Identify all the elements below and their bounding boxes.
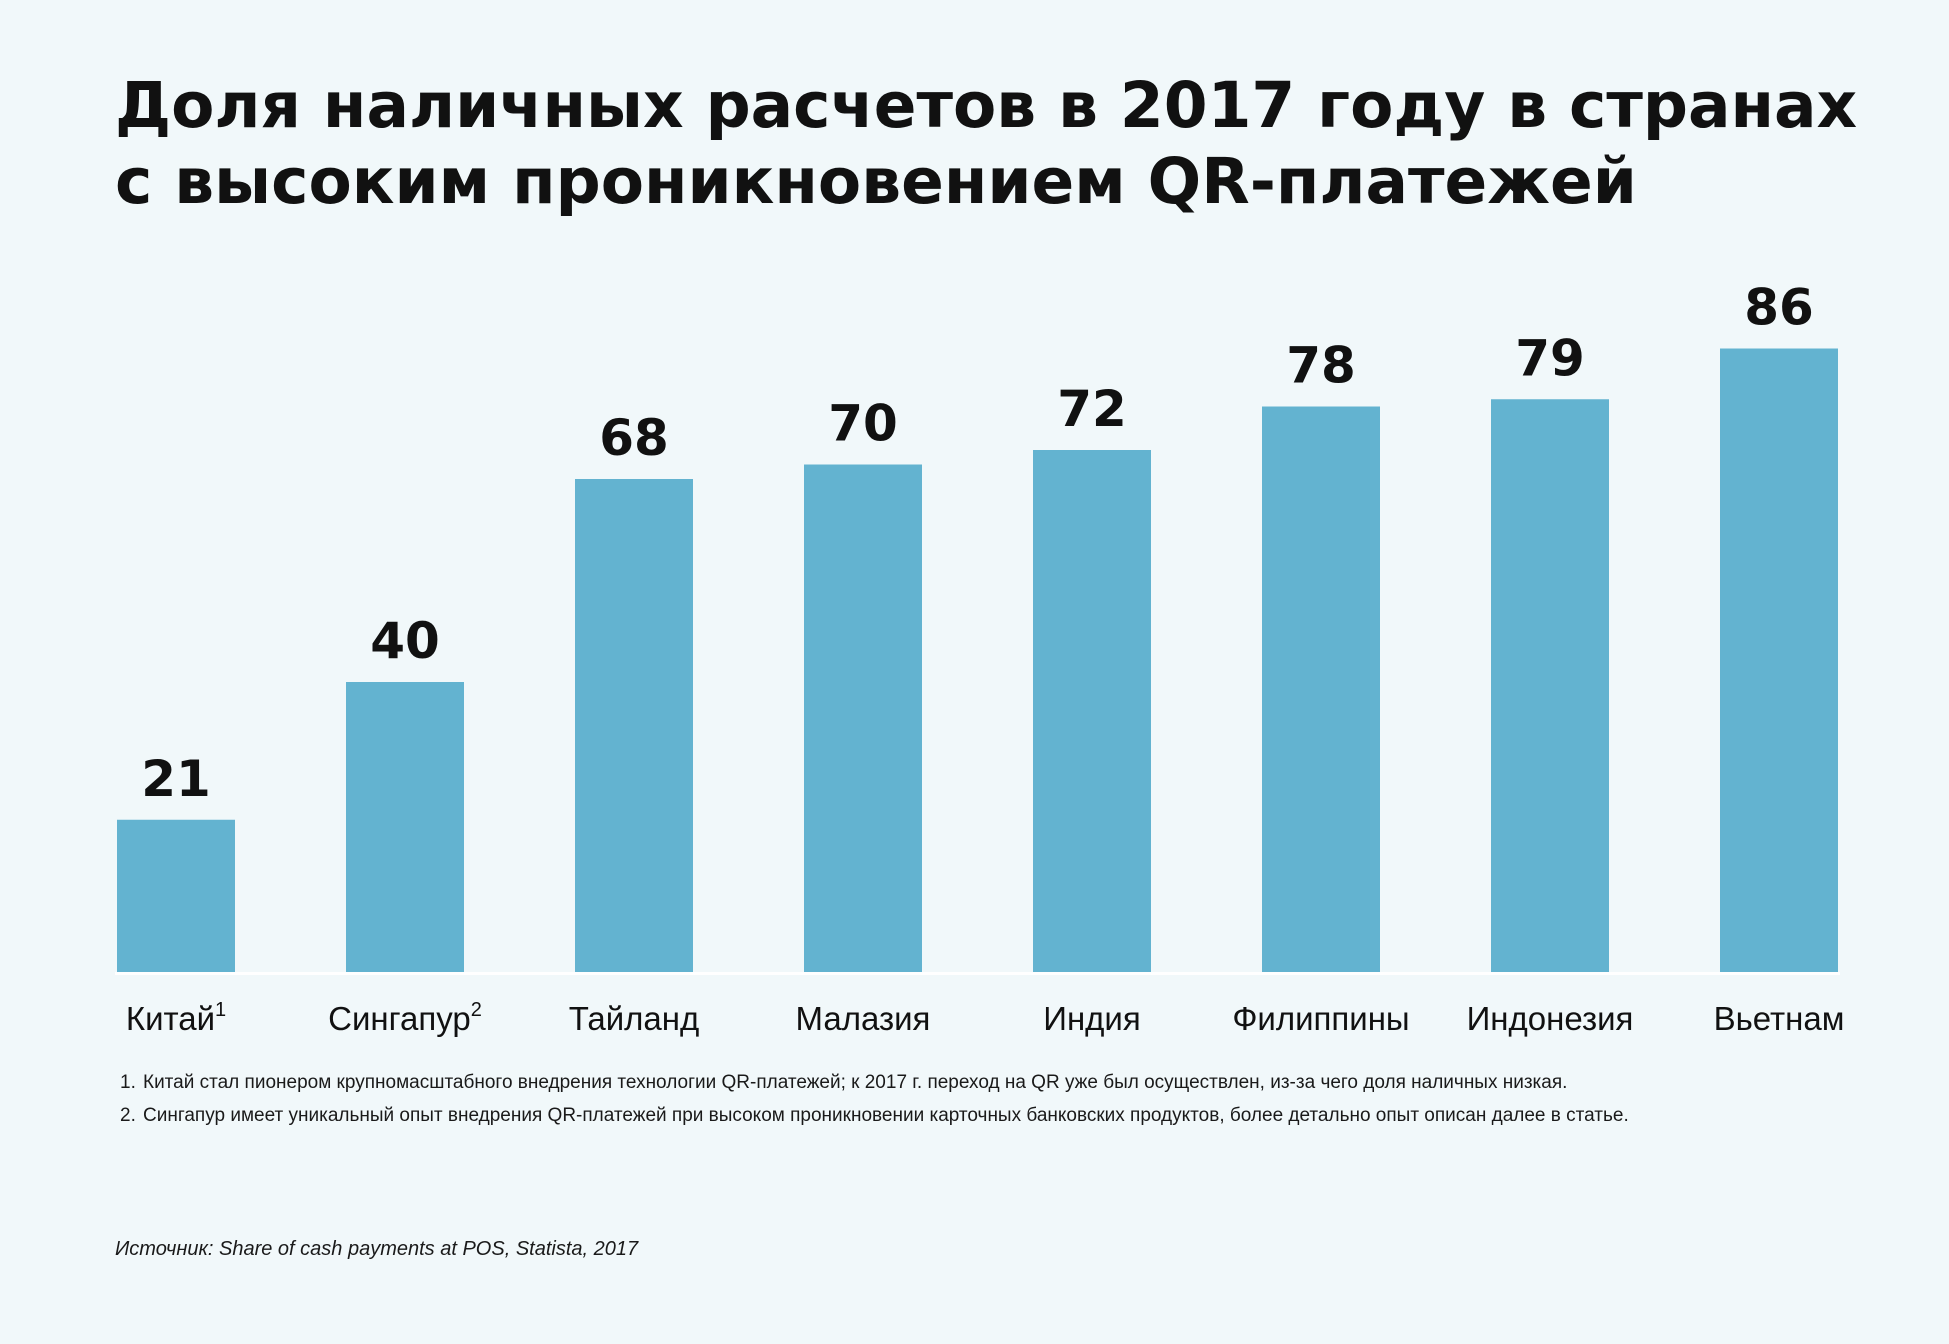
category-label-1-text: Китай — [126, 1000, 215, 1037]
data-label-6: 78 — [1286, 337, 1356, 395]
category-label-8-text: Вьетнам — [1714, 1000, 1845, 1037]
footnote-2-text: Сингапур имеет уникальный опыт внедрения… — [143, 1105, 1629, 1126]
category-label-1: Китай1 — [126, 999, 226, 1037]
bar-8 — [1720, 348, 1838, 972]
category-label-7: Индонезия — [1467, 1000, 1634, 1037]
bar-5 — [1033, 450, 1151, 972]
footnote-1: 1. Китай стал пионером крупномасштабного… — [118, 1070, 1848, 1095]
data-label-7: 79 — [1515, 329, 1585, 387]
chart-title: Доля наличных расчетов в 2017 году в стр… — [115, 68, 1875, 220]
category-label-7-text: Индонезия — [1467, 1000, 1634, 1037]
category-label-6-text: Филиппины — [1232, 1000, 1409, 1037]
bar-7 — [1491, 399, 1609, 972]
category-label-2-text: Сингапур — [328, 1000, 471, 1037]
category-label-4-text: Малазия — [796, 1000, 931, 1037]
chart-title-line-2: с высоким проникновением QR-платежей — [115, 145, 1637, 218]
category-label-3: Тайланд — [569, 1000, 700, 1037]
data-label-4: 70 — [828, 395, 898, 453]
category-label-6: Филиппины — [1232, 1000, 1409, 1037]
data-label-3: 68 — [599, 409, 669, 467]
category-label-5-text: Индия — [1043, 1000, 1141, 1037]
bar-1 — [117, 819, 235, 972]
data-label-2: 40 — [370, 612, 440, 670]
data-label-5: 72 — [1057, 380, 1127, 438]
category-footnote-mark-2: 2 — [471, 999, 482, 1021]
footnote-2-number: 2. — [120, 1105, 136, 1126]
category-footnote-mark-1: 1 — [215, 999, 226, 1021]
category-label-2: Сингапур2 — [328, 999, 482, 1037]
category-label-4: Малазия — [796, 1000, 931, 1037]
bar-3 — [575, 479, 693, 972]
bar-4 — [804, 464, 922, 972]
category-label-3-text: Тайланд — [569, 1000, 700, 1037]
bar-2 — [346, 682, 464, 972]
footnote-1-text: Китай стал пионером крупномасштабного вн… — [143, 1072, 1568, 1093]
bar-6 — [1262, 406, 1380, 972]
source-note: Источник: Share of cash payments at POS,… — [115, 1238, 639, 1260]
data-label-1: 21 — [141, 750, 211, 808]
chart-title-line-1: Доля наличных расчетов в 2017 году в стр… — [115, 69, 1858, 142]
footnotes: 1. Китай стал пионером крупномасштабного… — [118, 1070, 1848, 1136]
data-label-8: 86 — [1744, 279, 1814, 337]
footnote-1-number: 1. — [120, 1072, 136, 1093]
category-label-5: Индия — [1043, 1000, 1141, 1037]
footnote-2: 2. Сингапур имеет уникальный опыт внедре… — [118, 1103, 1848, 1128]
bar-chart: 21Китай140Сингапур268Тайланд70Малазия72И… — [115, 279, 1845, 1037]
category-label-8: Вьетнам — [1714, 1000, 1845, 1037]
